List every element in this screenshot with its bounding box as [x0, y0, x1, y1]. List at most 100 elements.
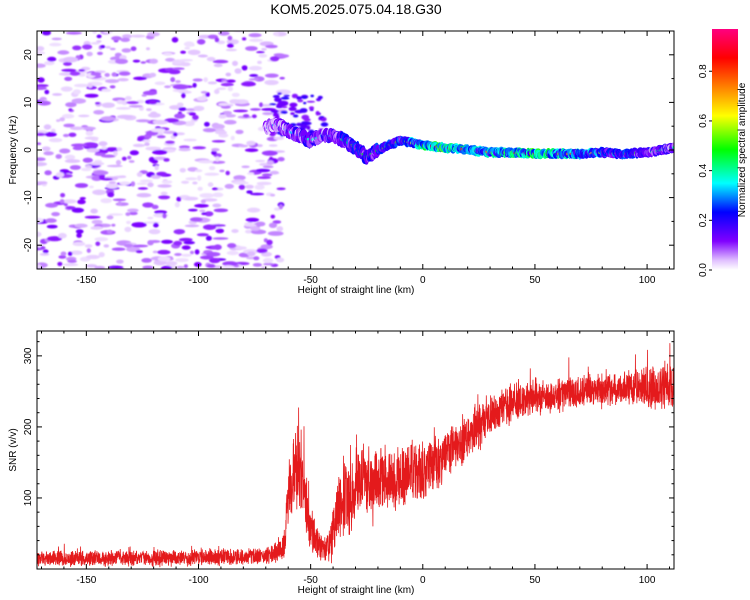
- noise-cell: [212, 59, 229, 64]
- noise-cell: [142, 139, 151, 143]
- noise-cell: [68, 108, 73, 112]
- noise-cell: [211, 140, 226, 143]
- noise-cell: [206, 252, 221, 257]
- noise-cell: [268, 144, 278, 147]
- noise-cell: [211, 187, 219, 191]
- noise-cell: [58, 255, 67, 259]
- colorbar-tick-label: 0.4: [698, 163, 709, 177]
- noise-cell: [227, 35, 233, 41]
- noise-cell: [87, 83, 93, 88]
- noise-cell: [199, 209, 206, 213]
- noise-cell: [224, 183, 234, 189]
- noise-cell: [42, 31, 51, 36]
- noise-cell: [257, 176, 272, 180]
- noise-cell: [105, 79, 120, 84]
- noise-cell: [206, 264, 216, 268]
- noise-cell: [189, 217, 203, 222]
- noise-cell: [188, 112, 196, 116]
- noise-cell: [202, 198, 218, 202]
- noise-cell: [262, 112, 273, 116]
- noise-cell: [154, 81, 166, 86]
- colorbar-tick-label: 0.6: [698, 114, 709, 128]
- noise-cell: [131, 222, 147, 228]
- noise-cell: [234, 246, 247, 250]
- noise-cell: [45, 218, 57, 223]
- noise-cell: [156, 171, 168, 177]
- noise-cell: [192, 146, 206, 150]
- noise-cell: [60, 193, 66, 198]
- noise-cell: [154, 210, 168, 215]
- noise-cell: [141, 94, 147, 97]
- noise-cell: [318, 116, 322, 121]
- noise-cell: [141, 258, 152, 263]
- noise-cell: [213, 244, 222, 250]
- noise-cell: [51, 212, 60, 217]
- noise-cell: [272, 220, 282, 224]
- noise-cell: [132, 59, 141, 63]
- noise-cell: [192, 114, 199, 121]
- noise-cell: [216, 87, 227, 90]
- noise-cell: [225, 72, 232, 77]
- noise-cell: [151, 204, 159, 210]
- noise-cell: [90, 72, 102, 76]
- noise-cell: [261, 251, 272, 257]
- noise-cell: [269, 56, 280, 62]
- noise-cell: [67, 259, 77, 263]
- noise-cell: [301, 95, 308, 99]
- noise-cell: [146, 108, 152, 112]
- noise-cell: [276, 257, 285, 263]
- noise-cell: [266, 160, 274, 166]
- noise-cell: [178, 58, 193, 62]
- noise-cell: [245, 184, 254, 189]
- noise-cell: [127, 208, 139, 213]
- noise-cell: [115, 202, 129, 207]
- noise-cell: [37, 142, 42, 145]
- noise-cell: [126, 220, 131, 225]
- noise-cell: [179, 237, 193, 242]
- spectrogram-y-axis-label: Frequency (Hz): [8, 116, 19, 185]
- noise-cell: [306, 100, 316, 103]
- noise-cell: [226, 79, 236, 83]
- noise-cell: [200, 91, 208, 94]
- noise-cell: [142, 265, 154, 269]
- noise-cell: [194, 169, 203, 173]
- noise-cell: [137, 187, 148, 190]
- noise-cell: [211, 148, 220, 152]
- noise-cell: [245, 229, 253, 234]
- noise-cell: [116, 259, 124, 264]
- noise-cell: [212, 192, 224, 198]
- noise-cell: [125, 212, 131, 217]
- noise-cell: [63, 202, 68, 207]
- noise-cell: [100, 198, 112, 204]
- noise-cell: [181, 180, 190, 184]
- noise-cell: [156, 135, 166, 139]
- noise-cell: [142, 90, 158, 96]
- noise-cell: [219, 169, 225, 173]
- y-tick-label: -20: [23, 238, 34, 253]
- noise-cell: [256, 51, 265, 54]
- noise-cell: [222, 265, 234, 269]
- noise-cell: [229, 99, 241, 104]
- noise-cell: [277, 92, 282, 95]
- noise-cell: [98, 141, 108, 147]
- noise-cell: [265, 44, 278, 49]
- noise-cell: [184, 224, 200, 228]
- noise-cell: [149, 72, 157, 78]
- noise-cell: [130, 34, 146, 38]
- noise-cell: [101, 177, 113, 181]
- noise-cell: [183, 138, 197, 142]
- noise-cell: [37, 84, 49, 87]
- x-tick-label: -100: [188, 275, 208, 286]
- noise-cell: [296, 96, 302, 100]
- noise-cell: [224, 119, 237, 125]
- noise-cell: [251, 114, 257, 119]
- noise-cell: [170, 77, 176, 83]
- spectrogram-heatmap: [37, 31, 674, 269]
- noise-cell: [183, 41, 195, 47]
- noise-cell: [37, 63, 46, 68]
- noise-cell: [94, 265, 106, 269]
- noise-cell: [118, 71, 131, 76]
- noise-cell: [244, 148, 259, 153]
- noise-cell: [248, 33, 262, 38]
- noise-cell: [263, 262, 275, 266]
